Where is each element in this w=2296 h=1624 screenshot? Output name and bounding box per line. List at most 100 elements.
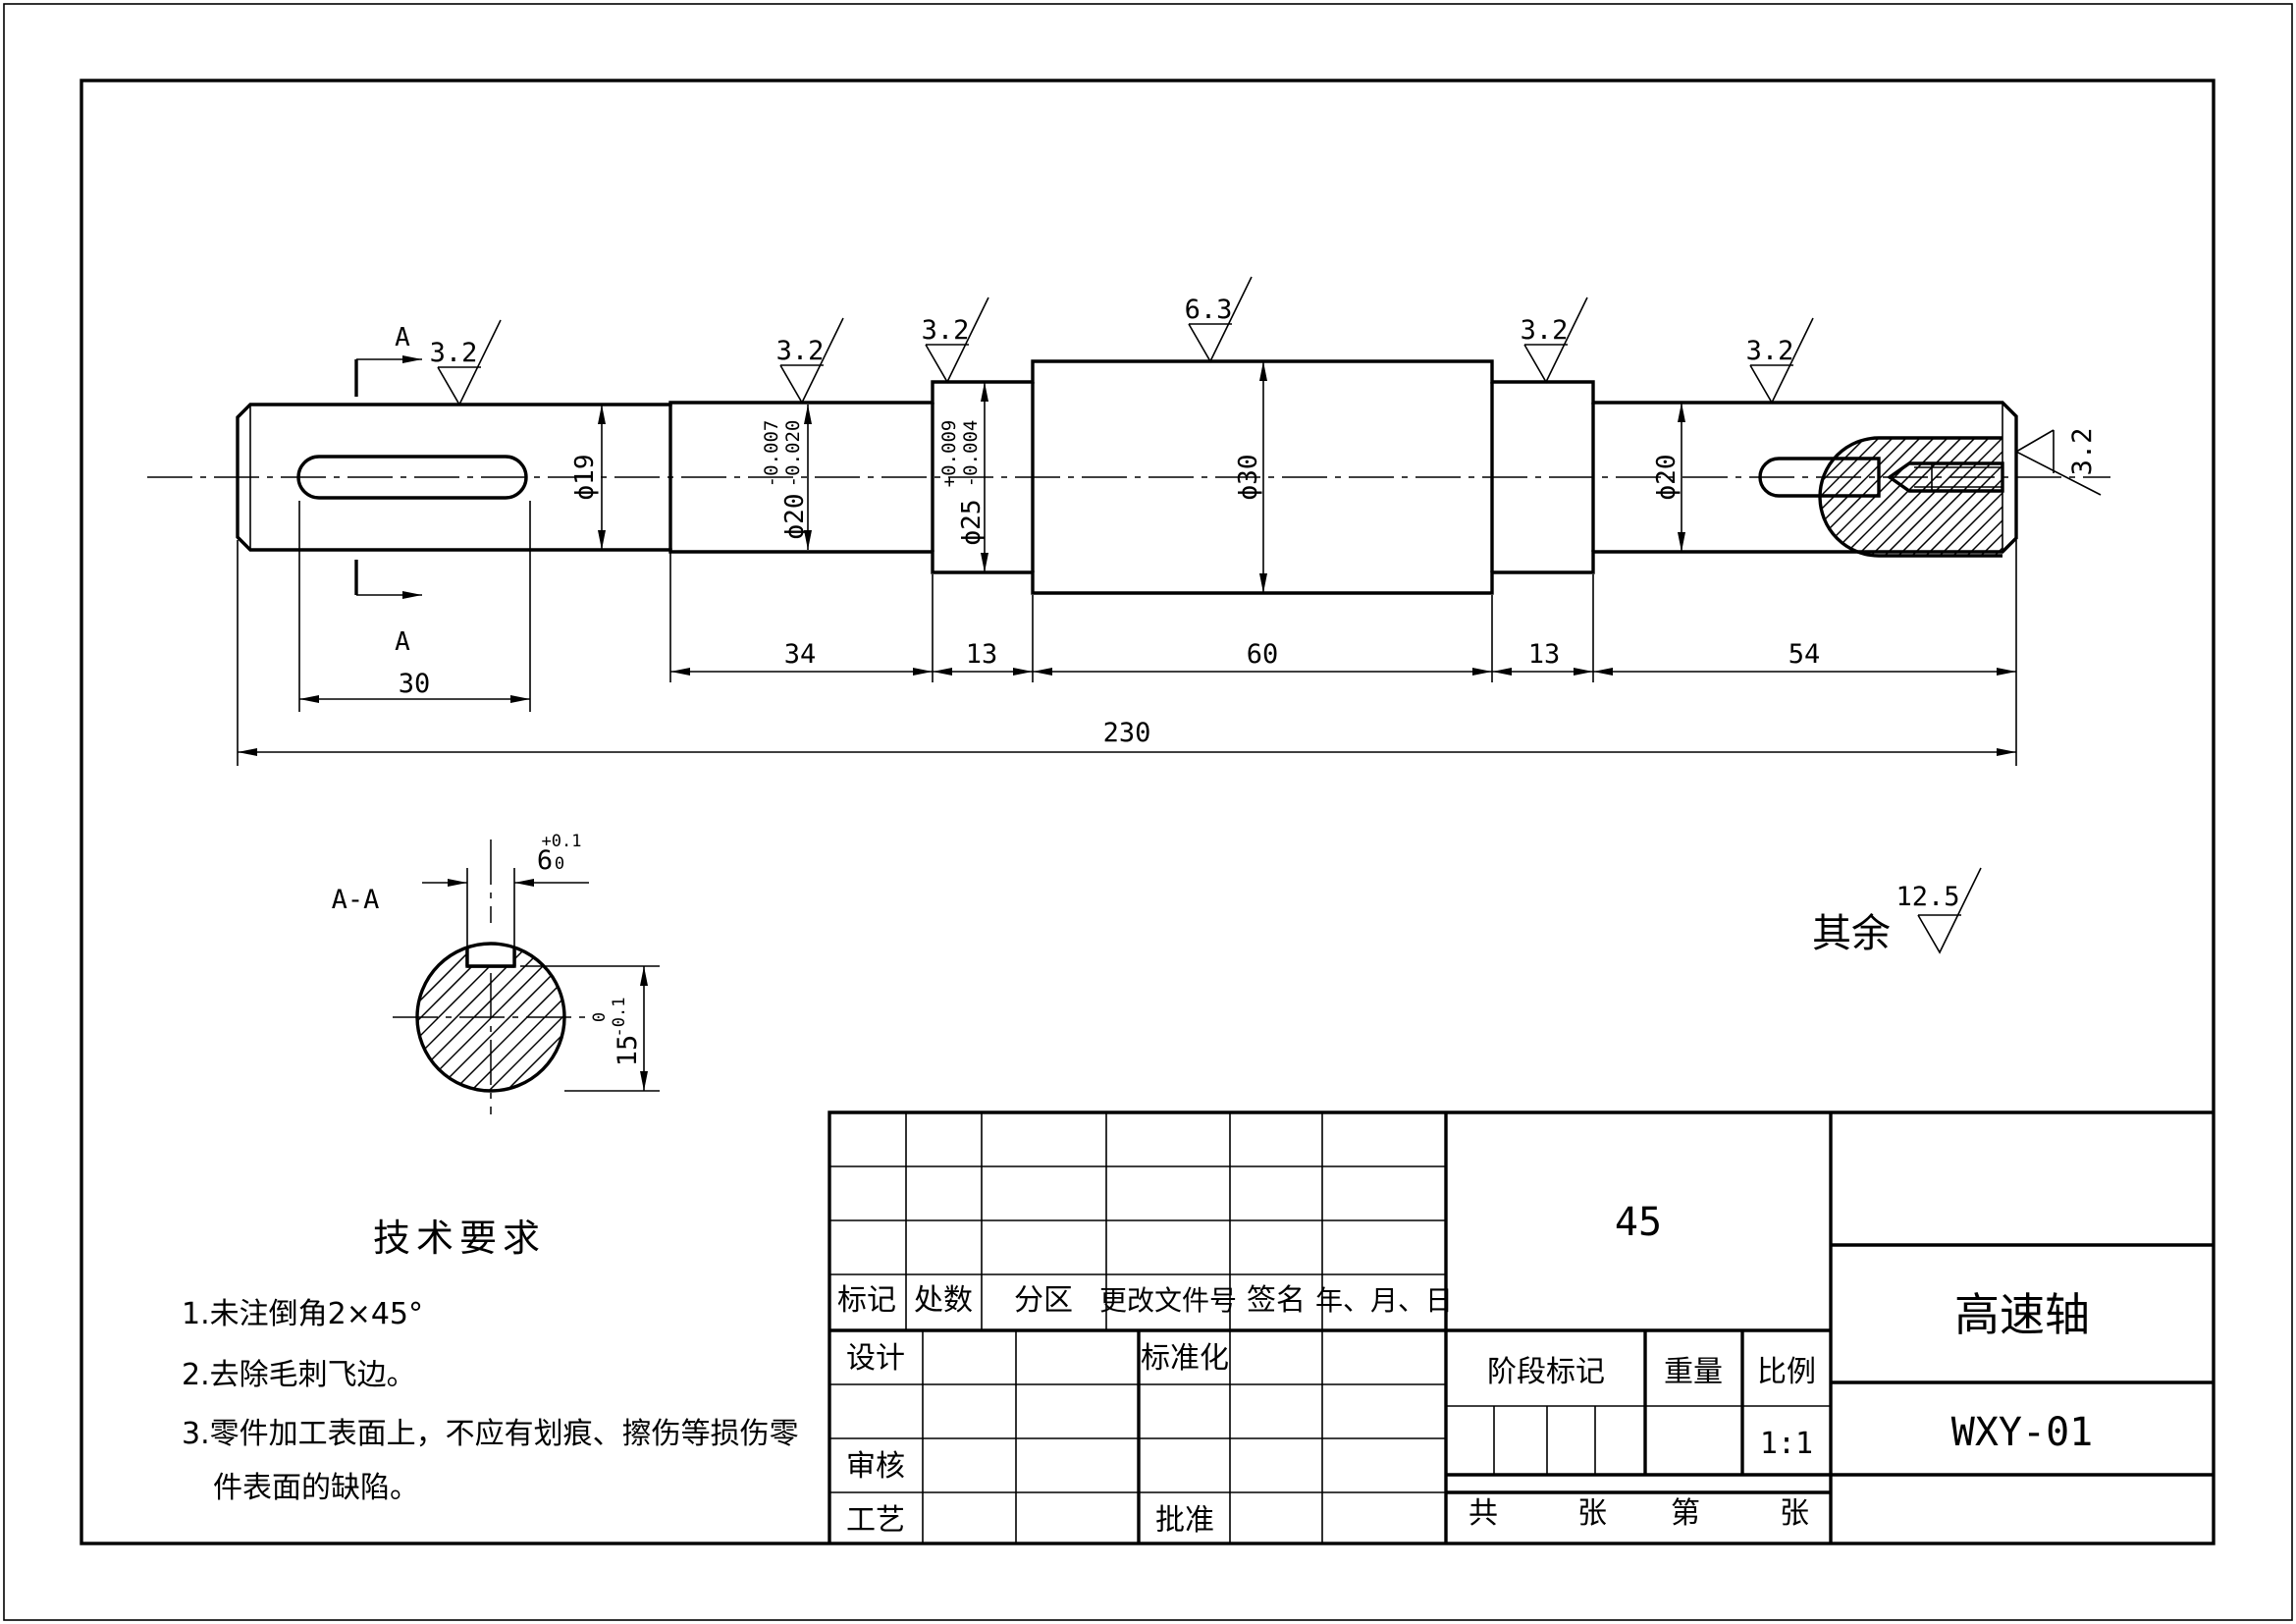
roughness-other-value: 12.5: [1896, 882, 1959, 912]
roughness-mark: 3.2: [922, 297, 989, 384]
svg-text:3.2: 3.2: [776, 336, 825, 366]
cut-label-top: A: [395, 323, 410, 352]
tech-req-item: 件表面的缺陷。: [213, 1471, 419, 1505]
label-process: 工艺: [846, 1503, 905, 1538]
length-34: 34: [784, 639, 817, 670]
rev-header: 分区: [1014, 1283, 1073, 1318]
hatch-line: [1976, 438, 2002, 556]
rev-header: 年、月、日: [1315, 1284, 1453, 1317]
hatch-line: [417, 944, 449, 1091]
hatch-line: [1990, 438, 2002, 556]
length-13-right: 13: [1528, 639, 1561, 670]
label-stage-mark: 阶段标记: [1487, 1355, 1605, 1389]
roughness-symbols: 3.2 3.2 3.2 6.3 3.2 3.2 3.2 其余 12: [430, 276, 2102, 956]
rev-header: 签名: [1247, 1283, 1306, 1318]
diameter-20-right: ϕ20: [1652, 455, 1682, 501]
hatch-line: [449, 944, 564, 1091]
section-view-label: A-A: [332, 885, 380, 915]
length-54: 54: [1789, 639, 1821, 670]
hatch-line: [1935, 438, 2002, 556]
section-cut-marks: A A: [354, 323, 422, 657]
tech-req-item: 3.零件加工表面上，不应有划痕、擦伤等损伤零: [182, 1417, 799, 1451]
label-sheets-total: 共: [1468, 1496, 1498, 1531]
length-keyway: 30: [399, 669, 431, 699]
hatch-line: [255, 938, 412, 1095]
length-total: 230: [1103, 718, 1151, 748]
svg-text:6.3: 6.3: [1185, 295, 1233, 325]
roughness-mark: 6.3: [1185, 276, 1253, 363]
section-circle: [415, 942, 566, 1093]
svg-text:3.2: 3.2: [430, 338, 478, 368]
hatch-line: [1921, 438, 2002, 556]
svg-text:3.2: 3.2: [1746, 336, 1794, 366]
hatch-line: [1962, 438, 2002, 556]
hatch-line: [1949, 438, 2002, 556]
rev-header: 更改文件号: [1099, 1284, 1237, 1317]
diameter-25-main: ϕ25: [957, 500, 987, 546]
label-sheets-unit: 张: [1577, 1496, 1607, 1531]
section-view-a-a: A-A 6 +0.1 0 15 0 -0.1: [255, 832, 660, 1114]
hatch-line: [1839, 438, 1968, 556]
hatch-line: [1820, 438, 1927, 556]
hatch-line: [1894, 438, 2002, 556]
rev-header: 标记: [837, 1283, 896, 1318]
label-approve: 批准: [1155, 1503, 1214, 1538]
label-design: 设计: [846, 1341, 905, 1376]
svg-text:3.2: 3.2: [1521, 315, 1569, 346]
roughness-mark: 3.2: [430, 319, 502, 406]
roughness-mark: 3.2: [1521, 297, 1588, 384]
diameter-20-main: ϕ20: [780, 494, 810, 540]
length-13-left: 13: [966, 639, 998, 670]
svg-text:3.2: 3.2: [2067, 428, 2098, 476]
part-name: 高速轴: [1954, 1288, 2090, 1341]
diameter-25-tol-lower: -0.004: [960, 420, 982, 488]
roughness-mark: 3.2: [776, 317, 844, 405]
section-depth-tol-lower: -0.1: [610, 998, 629, 1038]
key-width: 6: [537, 845, 553, 876]
hatch-line: [1825, 438, 1954, 556]
roughness-mark-end: 3.2: [2014, 428, 2102, 496]
diameter-20-tol-lower: -0.020: [782, 420, 804, 488]
cut-label-bottom: A: [395, 627, 410, 657]
title-block: 标记 处数 分区 更改文件号 签名 年、月、日 设计 标准化 审核 工艺 批准 …: [828, 1110, 2214, 1543]
label-sheet-no: 第: [1671, 1496, 1700, 1531]
svg-text:3.2: 3.2: [922, 315, 970, 346]
hatch-line: [417, 944, 484, 1091]
diameter-30: ϕ30: [1234, 455, 1263, 501]
tech-req-item: 2.去除毛刺飞边。: [182, 1358, 416, 1392]
keyway-left: [296, 455, 528, 500]
label-sheet-unit: 张: [1780, 1496, 1809, 1531]
rev-header: 处数: [914, 1283, 973, 1318]
hatch-line: [1820, 438, 1899, 556]
hatch-line: [466, 944, 564, 1091]
hatch-line: [1820, 438, 1872, 556]
key-width-tol-upper: +0.1: [542, 832, 582, 851]
label-standardization: 标准化: [1141, 1341, 1229, 1376]
hatch-line: [1820, 438, 1913, 556]
center-hole-section: [1818, 436, 2004, 558]
tech-req-item: 1.未注倒角2×45°: [182, 1297, 423, 1331]
hatch-line: [1880, 438, 2002, 556]
hatch-line: [417, 944, 431, 1091]
keyway-right: [1758, 457, 1881, 498]
key-width-tol-lower: 0: [555, 854, 564, 874]
shaft-main-view: A A: [147, 323, 2110, 657]
hatch-line: [1852, 438, 1982, 556]
length-dimensions: 30 34 13 60 13 54 230: [237, 501, 2017, 766]
diameter-dimensions: ϕ19 ϕ20 -0.007 -0.020 ϕ25 +0.009 -0.004 …: [570, 361, 1685, 593]
hatch-line: [502, 944, 564, 1091]
hatch-line: [1907, 438, 2002, 556]
section-depth-tol-upper: 0: [590, 1012, 610, 1022]
length-60: 60: [1247, 639, 1279, 670]
label-weight: 重量: [1664, 1355, 1723, 1389]
diameter-20-tol-upper: -0.007: [761, 420, 782, 488]
roughness-mark: 3.2: [1746, 317, 1814, 405]
sheet-trim-border: [3, 3, 2293, 1621]
scale-value: 1:1: [1760, 1427, 1813, 1461]
drawing-frame: [80, 79, 2216, 1545]
diameter-19: ϕ19: [570, 455, 600, 501]
hatch-line: [555, 944, 564, 1091]
drawing-number: WXY-01: [1951, 1410, 2094, 1455]
diameter-25-tol-upper: +0.009: [938, 420, 960, 488]
